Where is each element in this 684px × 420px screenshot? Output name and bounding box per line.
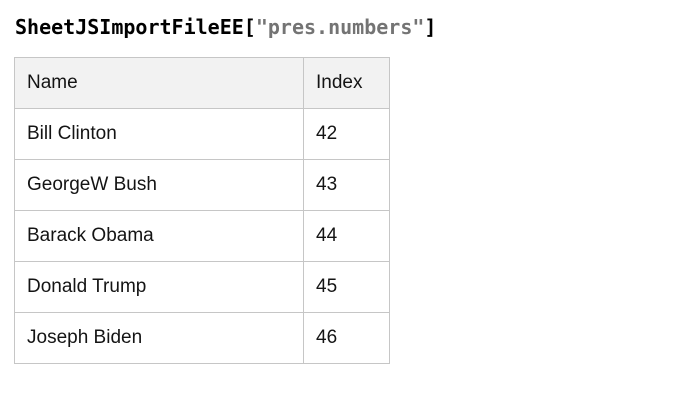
bracket-open: [ [243, 15, 256, 39]
index-cell: 46 [303, 312, 390, 364]
page-title: SheetJSImportFileEE["pres.numbers"] [15, 14, 670, 40]
header-row: Name Index [14, 57, 390, 109]
table-row: Barack Obama 44 [14, 210, 390, 262]
index-cell: 45 [303, 261, 390, 313]
name-cell: Bill Clinton [14, 108, 304, 160]
index-cell: 44 [303, 210, 390, 262]
index-cell: 43 [303, 159, 390, 211]
name-cell: Barack Obama [14, 210, 304, 262]
table-row: Joseph Biden 46 [14, 312, 390, 364]
bracket-close: ] [424, 15, 437, 39]
presidents-table: Name Index Bill Clinton 42 GeorgeW Bush … [14, 57, 390, 364]
name-cell: GeorgeW Bush [14, 159, 304, 211]
function-name: SheetJSImportFileEE [15, 15, 244, 39]
table-row: Bill Clinton 42 [14, 108, 390, 160]
index-column-header: Index [303, 57, 390, 109]
page: SheetJSImportFileEE["pres.numbers"] Name… [14, 14, 670, 364]
string-argument: "pres.numbers" [255, 15, 425, 39]
name-cell: Joseph Biden [14, 312, 304, 364]
name-cell: Donald Trump [14, 261, 304, 313]
index-cell: 42 [303, 108, 390, 160]
table-row: GeorgeW Bush 43 [14, 159, 390, 211]
table-row: Donald Trump 45 [14, 261, 390, 313]
name-column-header: Name [14, 57, 304, 109]
